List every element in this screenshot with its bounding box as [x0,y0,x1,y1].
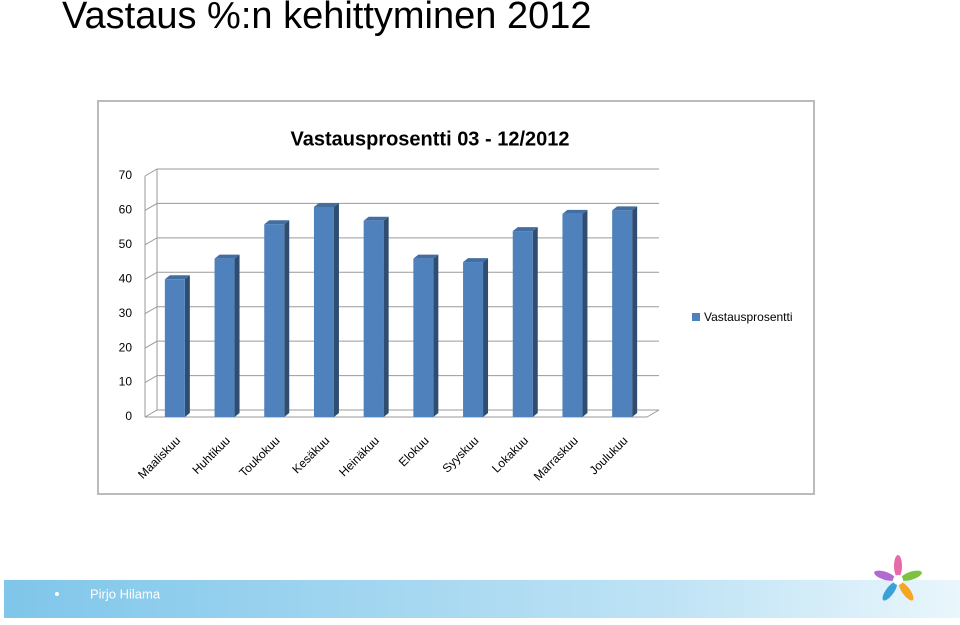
bar-face [562,209,588,214]
chart-frame [97,100,815,495]
bar [214,254,240,417]
bar-face [512,227,538,232]
bar-face [264,224,285,417]
y-tick-label: 60 [119,203,133,217]
bar-face [234,254,240,417]
y-tick-label: 0 [125,409,132,423]
bar-face [184,275,190,417]
legend-swatch [692,313,700,321]
bar-face [512,231,533,417]
y-tick-label: 50 [119,237,133,251]
bar [363,216,389,417]
bar-face [413,258,434,417]
bar [413,254,439,417]
bar-face [413,254,439,259]
bar-face [313,206,334,417]
y-tick-label: 30 [119,306,133,320]
bar [612,206,638,417]
bar-face [363,216,389,221]
legend-label: Vastausprosentti [704,310,793,324]
bar-face [532,227,538,417]
bar [164,275,190,417]
bar-face [164,279,185,417]
bar-face [463,258,489,263]
bar-face [214,254,240,259]
bar-face [612,206,638,211]
bar [512,227,538,417]
bar-face [632,206,638,417]
bar-face [612,210,633,417]
bar-face [483,258,489,417]
bar [264,220,290,417]
bar [313,202,339,417]
bar-face [313,202,339,207]
slide-title: Vastaus %:n kehittyminen 2012 [62,0,592,37]
y-tick-label: 70 [119,168,133,182]
y-tick-label: 10 [119,375,133,389]
bar-face [363,220,384,417]
y-tick-label: 20 [119,340,133,354]
bar-face [582,209,588,417]
chart-title: Vastausprosentti 03 - 12/2012 [290,128,569,150]
bar [463,258,489,417]
floor [145,409,660,418]
bar-face [433,254,439,417]
bar [562,209,588,417]
bar-face [264,220,290,225]
y-tick-label: 40 [119,271,133,285]
bar-face [562,213,583,417]
logo [874,555,922,601]
bar-face [214,258,235,417]
footer-text: Pirjo Hilama [90,586,161,601]
bar-face [333,202,339,417]
bar-face [383,216,389,417]
bar-face [463,262,484,417]
footer-bar [4,580,960,618]
bar-face [164,275,190,280]
bullet [55,592,59,596]
bar-face [284,220,290,417]
